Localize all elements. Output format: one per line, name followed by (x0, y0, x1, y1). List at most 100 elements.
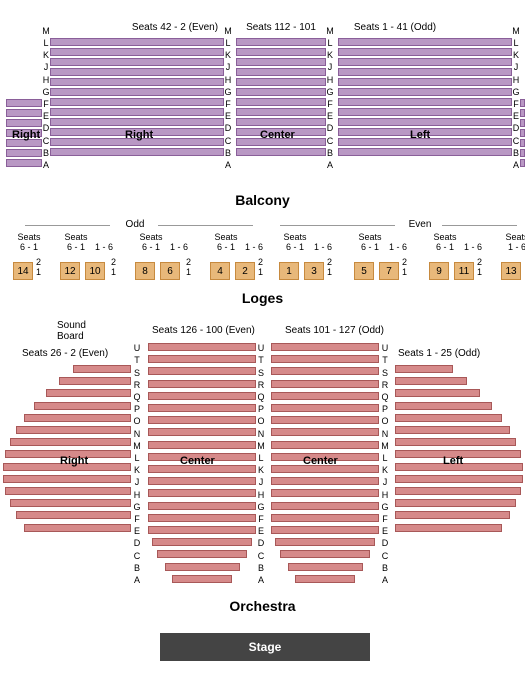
balcony-row[interactable] (236, 78, 326, 86)
balcony-row[interactable] (338, 118, 512, 126)
orchestra-row[interactable] (148, 514, 256, 522)
loge-box-3[interactable]: 3 (304, 262, 324, 280)
balcony-row[interactable] (338, 78, 512, 86)
balcony-row[interactable] (236, 68, 326, 76)
orchestra-row[interactable] (172, 575, 232, 583)
loge-box-11[interactable]: 11 (454, 262, 474, 280)
orchestra-row[interactable] (280, 550, 370, 558)
orchestra-row[interactable] (271, 343, 379, 351)
orchestra-row[interactable] (271, 441, 379, 449)
orchestra-row[interactable] (275, 538, 375, 546)
balcony-row[interactable] (50, 58, 224, 66)
loge-box-12[interactable]: 12 (60, 262, 80, 280)
orchestra-row[interactable] (148, 404, 256, 412)
orchestra-row[interactable] (165, 563, 240, 571)
orchestra-row[interactable] (271, 514, 379, 522)
orchestra-row[interactable] (16, 426, 131, 434)
loge-box-5[interactable]: 5 (354, 262, 374, 280)
balcony-row[interactable] (6, 119, 42, 127)
balcony-row[interactable] (236, 58, 326, 66)
orchestra-row[interactable] (24, 414, 131, 422)
balcony-row[interactable] (50, 98, 224, 106)
loge-box-8[interactable]: 8 (135, 262, 155, 280)
orchestra-row[interactable] (148, 367, 256, 375)
loge-box-1[interactable]: 1 (279, 262, 299, 280)
orchestra-row[interactable] (73, 365, 131, 373)
orchestra-row[interactable] (271, 367, 379, 375)
orchestra-row[interactable] (148, 355, 256, 363)
orchestra-row[interactable] (395, 365, 453, 373)
orchestra-row[interactable] (148, 489, 256, 497)
balcony-row[interactable] (6, 109, 42, 117)
orchestra-row[interactable] (148, 441, 256, 449)
balcony-row[interactable] (338, 88, 512, 96)
orchestra-row[interactable] (16, 511, 131, 519)
loge-box-10[interactable]: 10 (85, 262, 105, 280)
orchestra-row[interactable] (395, 438, 516, 446)
loge-box-6[interactable]: 6 (160, 262, 180, 280)
balcony-row[interactable] (236, 98, 326, 106)
orchestra-row[interactable] (395, 389, 480, 397)
balcony-row[interactable] (50, 78, 224, 86)
orchestra-row[interactable] (395, 475, 523, 483)
orchestra-row[interactable] (288, 563, 363, 571)
balcony-row[interactable] (236, 108, 326, 116)
orchestra-row[interactable] (271, 489, 379, 497)
balcony-row[interactable] (338, 148, 512, 156)
orchestra-row[interactable] (148, 392, 256, 400)
balcony-row[interactable] (6, 159, 42, 167)
orchestra-row[interactable] (395, 511, 510, 519)
orchestra-row[interactable] (24, 524, 131, 532)
balcony-row[interactable] (50, 68, 224, 76)
orchestra-row[interactable] (271, 380, 379, 388)
loge-box-4[interactable]: 4 (210, 262, 230, 280)
orchestra-row[interactable] (148, 416, 256, 424)
orchestra-row[interactable] (148, 477, 256, 485)
balcony-row[interactable] (50, 148, 224, 156)
orchestra-row[interactable] (395, 487, 521, 495)
orchestra-row[interactable] (271, 526, 379, 534)
balcony-row[interactable] (50, 118, 224, 126)
balcony-row[interactable] (236, 118, 326, 126)
orchestra-row[interactable] (271, 392, 379, 400)
orchestra-row[interactable] (148, 428, 256, 436)
balcony-row[interactable] (236, 38, 326, 46)
loge-box-7[interactable]: 7 (379, 262, 399, 280)
orchestra-row[interactable] (34, 402, 131, 410)
orchestra-row[interactable] (152, 538, 252, 546)
orchestra-row[interactable] (157, 550, 247, 558)
orchestra-row[interactable] (395, 499, 516, 507)
orchestra-row[interactable] (295, 575, 355, 583)
balcony-row[interactable] (50, 48, 224, 56)
balcony-row[interactable] (6, 99, 42, 107)
balcony-row[interactable] (338, 48, 512, 56)
orchestra-row[interactable] (271, 355, 379, 363)
orchestra-row[interactable] (10, 438, 131, 446)
loge-box-13[interactable]: 13 (501, 262, 521, 280)
orchestra-row[interactable] (5, 487, 131, 495)
balcony-row[interactable] (338, 58, 512, 66)
orchestra-row[interactable] (395, 377, 467, 385)
orchestra-row[interactable] (271, 477, 379, 485)
orchestra-row[interactable] (271, 502, 379, 510)
balcony-row[interactable] (338, 98, 512, 106)
orchestra-row[interactable] (271, 428, 379, 436)
loge-box-2[interactable]: 2 (235, 262, 255, 280)
balcony-row[interactable] (50, 108, 224, 116)
orchestra-row[interactable] (395, 414, 502, 422)
balcony-row[interactable] (50, 38, 224, 46)
orchestra-row[interactable] (148, 502, 256, 510)
balcony-row[interactable] (338, 38, 512, 46)
orchestra-row[interactable] (10, 499, 131, 507)
orchestra-row[interactable] (395, 402, 492, 410)
loge-box-14[interactable]: 14 (13, 262, 33, 280)
orchestra-row[interactable] (271, 404, 379, 412)
orchestra-row[interactable] (395, 524, 502, 532)
balcony-row[interactable] (338, 108, 512, 116)
balcony-row[interactable] (236, 48, 326, 56)
balcony-row[interactable] (236, 88, 326, 96)
orchestra-row[interactable] (46, 389, 131, 397)
balcony-row[interactable] (6, 149, 42, 157)
orchestra-row[interactable] (271, 416, 379, 424)
orchestra-row[interactable] (148, 526, 256, 534)
